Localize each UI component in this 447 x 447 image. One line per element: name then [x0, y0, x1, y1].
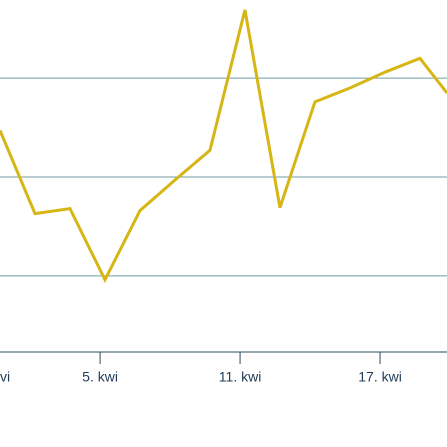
x-tick-label: 17. kwi [358, 369, 402, 385]
x-tick-label: 11. kwi [219, 369, 262, 385]
x-tick-label: 5. kwi [82, 369, 118, 385]
x-tick-label: vi [0, 369, 10, 385]
data-line [0, 9, 447, 284]
